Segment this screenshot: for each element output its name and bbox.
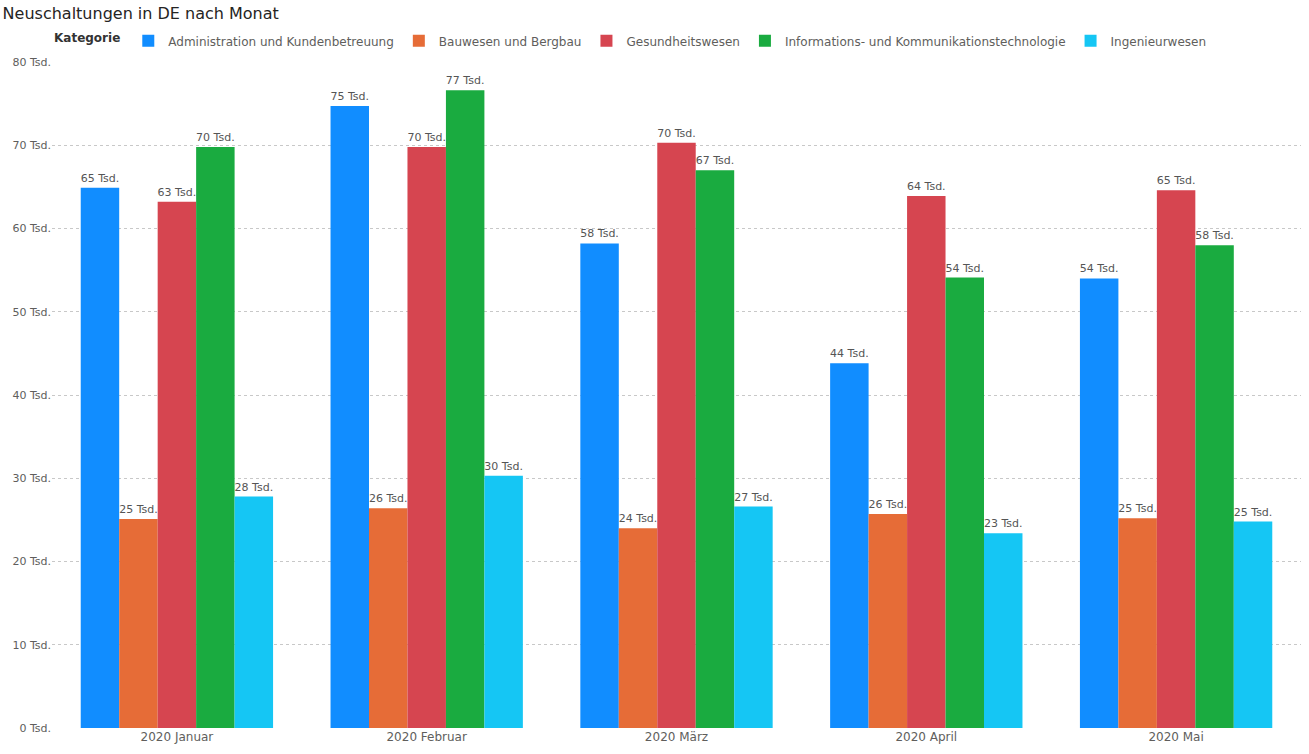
svg-text:Bauwesen und Bergbau: Bauwesen und Bergbau bbox=[439, 35, 582, 49]
svg-text:27 Tsd.: 27 Tsd. bbox=[734, 491, 773, 504]
svg-text:Administration und Kundenbetre: Administration und Kundenbetreuung bbox=[168, 35, 394, 49]
svg-text:25 Tsd.: 25 Tsd. bbox=[1118, 502, 1157, 515]
svg-text:64 Tsd.: 64 Tsd. bbox=[907, 180, 946, 193]
svg-text:Ingenieurwesen: Ingenieurwesen bbox=[1111, 35, 1206, 49]
svg-text:25 Tsd.: 25 Tsd. bbox=[119, 503, 158, 516]
svg-text:77 Tsd.: 77 Tsd. bbox=[446, 74, 485, 87]
svg-text:80 Tsd.: 80 Tsd. bbox=[12, 56, 51, 69]
svg-text:70 Tsd.: 70 Tsd. bbox=[12, 139, 51, 152]
svg-text:75 Tsd.: 75 Tsd. bbox=[330, 90, 369, 103]
svg-text:70 Tsd.: 70 Tsd. bbox=[196, 131, 235, 144]
svg-text:2020 Mai: 2020 Mai bbox=[1148, 730, 1203, 744]
svg-text:26 Tsd.: 26 Tsd. bbox=[369, 492, 408, 505]
svg-text:2020 März: 2020 März bbox=[645, 730, 708, 744]
svg-text:28 Tsd.: 28 Tsd. bbox=[235, 481, 274, 494]
svg-text:63 Tsd.: 63 Tsd. bbox=[158, 186, 197, 199]
svg-text:58 Tsd.: 58 Tsd. bbox=[1195, 229, 1234, 242]
svg-text:2020 April: 2020 April bbox=[895, 730, 957, 744]
svg-text:30 Tsd.: 30 Tsd. bbox=[12, 472, 51, 485]
svg-text:Informations- und Kommunikatio: Informations- und Kommunikationstechnolo… bbox=[785, 35, 1066, 49]
svg-text:65 Tsd.: 65 Tsd. bbox=[81, 172, 120, 185]
svg-text:44 Tsd.: 44 Tsd. bbox=[830, 347, 869, 360]
svg-text:54 Tsd.: 54 Tsd. bbox=[1080, 262, 1119, 275]
svg-text:23 Tsd.: 23 Tsd. bbox=[984, 517, 1023, 530]
svg-text:24 Tsd.: 24 Tsd. bbox=[619, 512, 658, 525]
svg-text:25 Tsd.: 25 Tsd. bbox=[1234, 506, 1273, 519]
svg-text:70 Tsd.: 70 Tsd. bbox=[407, 131, 446, 144]
svg-text:Neuschaltungen in DE nach Mona: Neuschaltungen in DE nach Monat bbox=[3, 4, 279, 23]
svg-text:2020 Februar: 2020 Februar bbox=[386, 730, 466, 744]
svg-text:54 Tsd.: 54 Tsd. bbox=[945, 262, 984, 275]
svg-text:10 Tsd.: 10 Tsd. bbox=[12, 639, 51, 652]
svg-text:58 Tsd.: 58 Tsd. bbox=[580, 227, 619, 240]
svg-text:26 Tsd.: 26 Tsd. bbox=[869, 498, 908, 511]
svg-text:0 Tsd.: 0 Tsd. bbox=[19, 722, 51, 735]
svg-text:67 Tsd.: 67 Tsd. bbox=[696, 154, 735, 167]
svg-text:30 Tsd.: 30 Tsd. bbox=[484, 460, 523, 473]
svg-text:2020 Januar: 2020 Januar bbox=[141, 730, 214, 744]
svg-text:Kategorie: Kategorie bbox=[54, 31, 120, 45]
svg-text:40 Tsd.: 40 Tsd. bbox=[12, 389, 51, 402]
svg-text:70 Tsd.: 70 Tsd. bbox=[657, 127, 696, 140]
svg-text:60 Tsd.: 60 Tsd. bbox=[12, 222, 51, 235]
svg-text:Gesundheitswesen: Gesundheitswesen bbox=[626, 35, 739, 49]
svg-text:65 Tsd.: 65 Tsd. bbox=[1157, 174, 1196, 187]
svg-text:50 Tsd.: 50 Tsd. bbox=[12, 306, 51, 319]
svg-text:20 Tsd.: 20 Tsd. bbox=[12, 555, 51, 568]
